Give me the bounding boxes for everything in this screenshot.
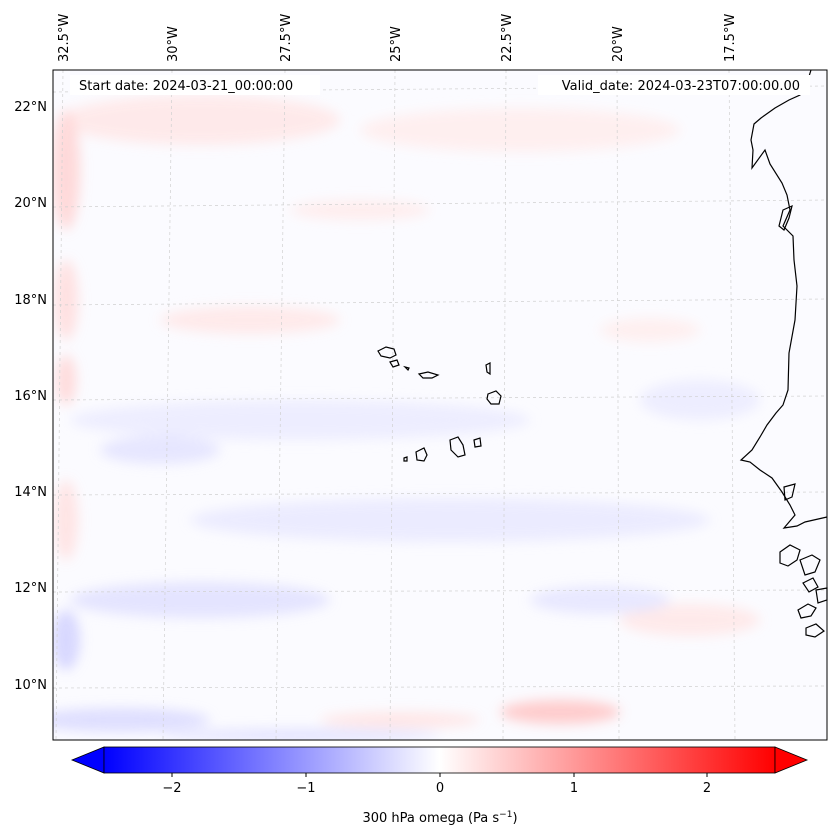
colorbar-high-extend: [774, 746, 809, 774]
lat-label: 18°N: [14, 293, 47, 308]
colorbar-gradient: [103, 746, 776, 774]
colorbar-low-extend: [70, 746, 105, 774]
colorbar: −2 −1 0 1 2 300 hPa omega (Pa s−1): [70, 746, 809, 826]
omega-field: [53, 70, 827, 740]
colorbar-tick: 2: [703, 781, 711, 796]
lat-label: 14°N: [14, 485, 47, 500]
lon-label: 30°W: [166, 26, 181, 62]
latitude-labels: 22°N 20°N 18°N 16°N 14°N 12°N 10°N: [14, 100, 47, 693]
lon-label: 27.5°W: [279, 14, 294, 62]
start-date-box: [70, 75, 320, 95]
colorbar-tick: 0: [436, 781, 444, 796]
lon-label: 32.5°W: [57, 14, 72, 62]
valid-date-box: [538, 75, 810, 95]
colorbar-tick: 1: [570, 781, 578, 796]
lat-label: 22°N: [14, 100, 47, 115]
lon-label: 20°W: [611, 26, 626, 62]
valid-date-text: Valid_date: 2024-03-23T07:00:00.00: [562, 79, 800, 94]
lat-label: 16°N: [14, 389, 47, 404]
longitude-labels: 32.5°W 30°W 27.5°W 25°W 22.5°W 20°W 17.5…: [57, 14, 738, 62]
lon-label: 22.5°W: [500, 14, 515, 62]
colorbar-title: 300 hPa omega (Pa s−1): [362, 810, 517, 826]
lon-label: 17.5°W: [723, 14, 738, 62]
start-date-text: Start date: 2024-03-21_00:00:00: [79, 79, 293, 94]
lon-label: 25°W: [389, 26, 404, 62]
colorbar-tick: −1: [296, 781, 315, 796]
colorbar-tick: −2: [162, 781, 181, 796]
lat-label: 10°N: [14, 678, 47, 693]
cape-verde-islands: [377, 346, 502, 462]
lat-label: 20°N: [14, 196, 47, 211]
graticule: [53, 70, 827, 740]
africa-coastline: [739, 69, 828, 638]
map-frame: [52, 69, 828, 741]
lat-label: 12°N: [14, 581, 47, 596]
